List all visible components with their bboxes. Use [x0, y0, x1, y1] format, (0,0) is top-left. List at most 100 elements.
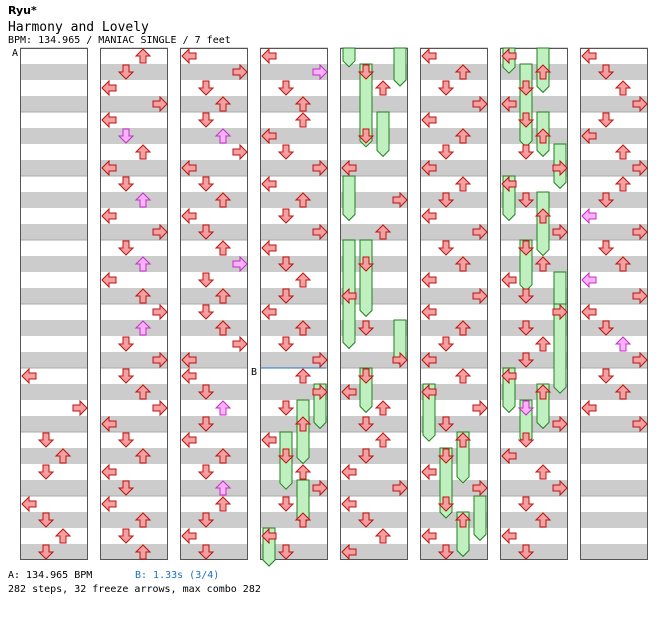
step-arrow-left — [581, 127, 597, 145]
step-arrow-down — [277, 144, 295, 160]
stripe-band — [500, 288, 568, 304]
stripe-band — [180, 112, 248, 128]
step-arrow-up — [614, 384, 632, 400]
step-arrow-left — [101, 415, 117, 433]
step-arrow-up — [294, 96, 312, 112]
step-arrow-up — [534, 512, 552, 528]
stripe-band — [20, 208, 88, 224]
step-arrow-left — [181, 527, 197, 545]
step-arrow-down — [197, 512, 215, 528]
step-arrow-down — [277, 336, 295, 352]
stripe-band — [580, 528, 648, 544]
stripe-band — [20, 288, 88, 304]
step-arrow-down — [37, 512, 55, 528]
step-arrow-down — [517, 400, 535, 416]
chart-column-3 — [180, 48, 248, 560]
freeze-arrow — [422, 383, 436, 442]
stripe-band — [580, 80, 648, 96]
stripe-band — [420, 64, 488, 80]
stripe-band — [500, 80, 568, 96]
freeze-arrow — [342, 47, 356, 68]
stripe-band — [20, 80, 88, 96]
stripe-band — [100, 352, 168, 368]
step-arrow-down — [517, 240, 535, 256]
step-arrow-right — [392, 191, 408, 209]
stripe-band — [100, 80, 168, 96]
stripe-band — [260, 512, 328, 528]
stripe-band — [420, 224, 488, 240]
stripe-band — [260, 384, 328, 400]
stripe-band — [340, 304, 408, 320]
step-arrow-left — [101, 271, 117, 289]
stripe-band — [180, 288, 248, 304]
stripe-band — [100, 448, 168, 464]
step-arrow-left — [181, 431, 197, 449]
step-arrow-left — [181, 367, 197, 385]
stripe-band — [580, 464, 648, 480]
stripe-band — [580, 160, 648, 176]
stripe-band — [340, 512, 408, 528]
step-arrow-up — [294, 464, 312, 480]
step-arrow-left — [341, 383, 357, 401]
stripe-band — [580, 480, 648, 496]
step-arrow-right — [632, 351, 648, 369]
step-arrow-down — [37, 432, 55, 448]
freeze-arrow — [376, 111, 390, 158]
stripe-band — [20, 192, 88, 208]
step-arrow-down — [117, 432, 135, 448]
stripe-band — [420, 128, 488, 144]
stripe-band — [20, 432, 88, 448]
stripe-band — [180, 144, 248, 160]
stripe-band — [340, 192, 408, 208]
step-arrow-down — [357, 256, 375, 272]
stripe-band — [500, 224, 568, 240]
step-arrow-left — [421, 383, 437, 401]
stripe-band — [100, 288, 168, 304]
step-arrow-right — [72, 399, 88, 417]
stripe-band — [180, 80, 248, 96]
step-arrow-down — [517, 80, 535, 96]
stripe-band — [180, 464, 248, 480]
freeze-arrow — [393, 47, 407, 87]
stripe-band — [180, 208, 248, 224]
stripe-band — [100, 224, 168, 240]
stripe-band — [340, 384, 408, 400]
stripe-band — [580, 112, 648, 128]
step-arrow-down — [277, 544, 295, 560]
stripe-band — [180, 96, 248, 112]
stripe-band — [20, 400, 88, 416]
stripe-band — [260, 464, 328, 480]
stripe-band — [180, 304, 248, 320]
stripe-band — [260, 448, 328, 464]
stripe-band — [500, 400, 568, 416]
step-arrow-up — [374, 400, 392, 416]
stripe-band — [420, 112, 488, 128]
stripe-band — [180, 512, 248, 528]
stripe-band — [100, 112, 168, 128]
step-arrow-up — [534, 64, 552, 80]
stripe-band — [180, 64, 248, 80]
step-arrow-up — [214, 448, 232, 464]
stripe-band — [420, 240, 488, 256]
step-arrow-down — [517, 432, 535, 448]
step-arrow-left — [101, 111, 117, 129]
stripe-band — [20, 240, 88, 256]
stripe-band — [260, 288, 328, 304]
stripe-band — [340, 400, 408, 416]
stripe-band — [180, 400, 248, 416]
stripe-band — [500, 240, 568, 256]
stripe-band — [580, 144, 648, 160]
stripe-band — [100, 96, 168, 112]
step-arrow-down — [437, 416, 455, 432]
step-arrow-up — [134, 192, 152, 208]
stripe-band — [100, 272, 168, 288]
step-arrow-left — [501, 175, 517, 193]
step-arrow-left — [101, 463, 117, 481]
chart-column-7 — [500, 48, 568, 560]
stripe-band — [420, 144, 488, 160]
stripe-band — [180, 48, 248, 64]
step-arrow-left — [581, 303, 597, 321]
step-arrow-up — [534, 336, 552, 352]
stripe-band — [420, 48, 488, 64]
step-arrow-left — [261, 527, 277, 545]
